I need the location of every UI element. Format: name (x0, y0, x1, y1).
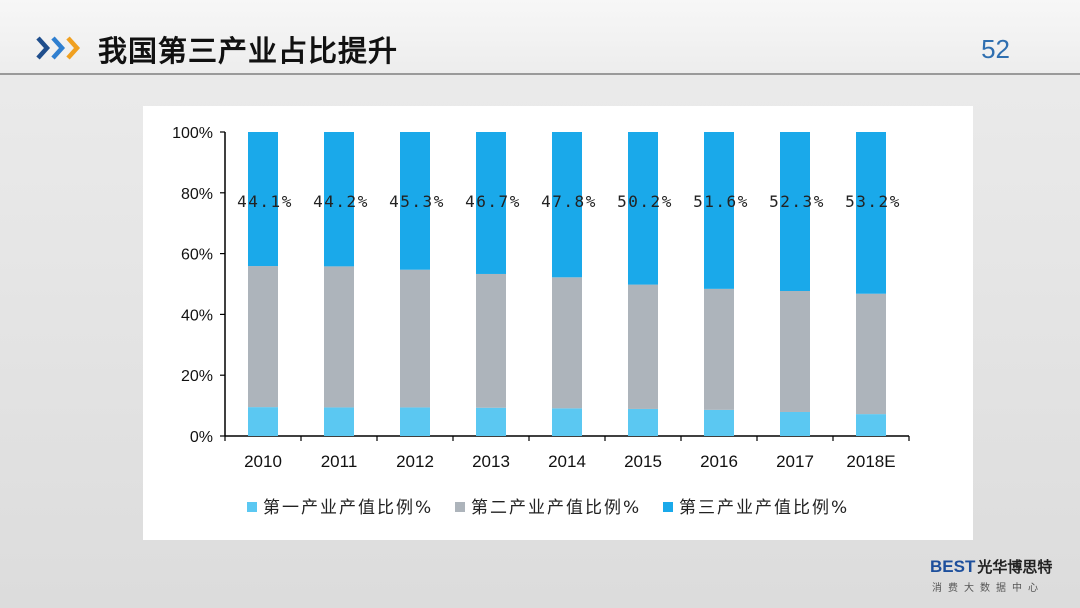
bar-segment (552, 408, 582, 436)
bar-segment (476, 407, 506, 436)
x-tick-label: 2011 (321, 452, 358, 471)
bar-segment (324, 266, 354, 408)
bar-segment (248, 266, 278, 408)
bar-segment (476, 273, 506, 408)
legend-swatch (247, 502, 257, 512)
bar-segment (248, 132, 278, 267)
header-divider (0, 73, 1080, 75)
stacked-bar-chart: 0% 20% 40% 60% 80% 100% 2010 44.1% 2011 44.2% 2012… (172, 125, 910, 518)
x-tick-label: 2010 (244, 452, 282, 471)
x-tick-label: 2013 (472, 452, 510, 471)
data-label: 53.2% (845, 192, 901, 211)
bar-segment (324, 132, 354, 267)
x-tick-label: 2012 (396, 452, 434, 471)
y-tick-label: 60% (181, 247, 213, 264)
bar-segment (628, 408, 658, 436)
y-tick-label: 20% (181, 368, 213, 385)
y-tick-label: 100% (172, 125, 213, 142)
legend-swatch (663, 502, 673, 512)
bar-segment (400, 269, 430, 408)
legend-swatch (455, 502, 465, 512)
bar-segment (628, 132, 658, 285)
bar-segment (400, 407, 430, 436)
bar-segment (476, 132, 506, 274)
legend-label: 第二产业产值比例% (471, 498, 641, 518)
bar-segment (780, 290, 810, 412)
logo-mark: BEST 光华博思特 (930, 556, 1052, 577)
y-tick-label: 0% (190, 429, 213, 446)
brand-logo: BEST 光华博思特 消费大数据中心 (930, 556, 1070, 596)
data-label: 52.3% (769, 192, 825, 211)
logo-brand: BEST (930, 557, 976, 576)
bar-segment (552, 277, 582, 409)
x-tick-label: 2017 (776, 452, 814, 471)
x-tick-label: 2014 (548, 452, 586, 471)
page-title: 我国第三产业占比提升 (98, 34, 399, 68)
bar-segment (628, 284, 658, 409)
page-number: 52 (981, 34, 1010, 64)
chevron-right-icon (36, 36, 81, 60)
y-tick-label: 80% (181, 186, 213, 203)
bar-segment (856, 293, 886, 415)
bar-segment (856, 132, 886, 294)
chart-panel: 0% 20% 40% 60% 80% 100% 2010 44.1% 2011 44.2% 2012… (143, 106, 973, 540)
data-label: 46.7% (465, 192, 521, 211)
bar-segment (780, 132, 810, 291)
bar-segment (856, 414, 886, 436)
x-tick-label: 2015 (624, 452, 662, 471)
bar-segment (248, 407, 278, 436)
bar-segment (552, 132, 582, 278)
legend-label: 第三产业产值比例% (679, 498, 849, 518)
data-label: 44.1% (237, 192, 293, 211)
x-tick-label: 2016 (700, 452, 738, 471)
logo-brand-cn: 光华博思特 (977, 559, 1053, 576)
x-tick-label: 2018E (846, 452, 895, 471)
bar-segment (704, 288, 734, 410)
data-label: 50.2% (617, 192, 673, 211)
data-label: 47.8% (541, 192, 597, 211)
data-label: 51.6% (693, 192, 749, 211)
bar-segment (704, 132, 734, 289)
data-label: 45.3% (389, 192, 445, 211)
bar-segment (704, 409, 734, 436)
data-label: 44.2% (313, 192, 369, 211)
bar-segment (780, 411, 810, 436)
slide-header (0, 0, 1080, 74)
legend-label: 第一产业产值比例% (263, 498, 433, 518)
bar-segment (400, 132, 430, 270)
y-tick-label: 40% (181, 307, 213, 324)
bar-segment (324, 407, 354, 436)
logo-tagline: 消费大数据中心 (932, 583, 1044, 594)
